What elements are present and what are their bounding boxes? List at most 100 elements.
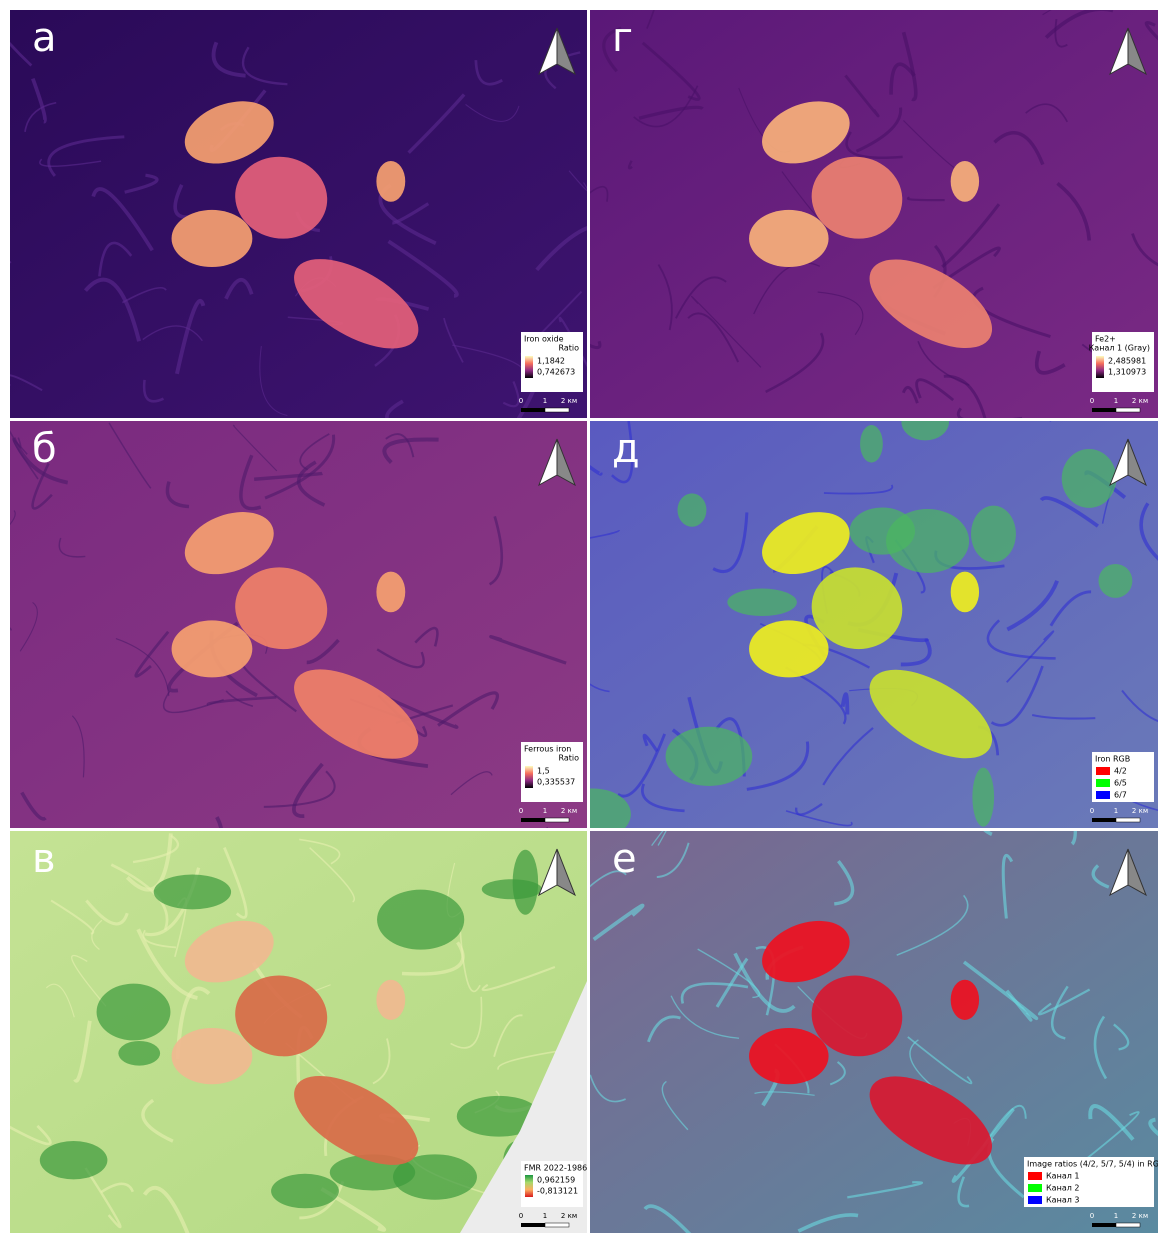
scale-bar (545, 408, 569, 412)
figure: аIron oxideRatio1,18420,742673012 кмгFe2… (0, 0, 1158, 1233)
scale-label: 0 (519, 397, 523, 405)
legend-title: Image ratios (4/2, 5/7, 5/4) in RGB (1027, 1160, 1158, 1169)
mine-area (376, 572, 405, 613)
scale-label: 1 (543, 807, 547, 815)
map-panel (0, 369, 587, 882)
legend-label: Канал 2 (1046, 1184, 1079, 1193)
panel-letter: е (612, 836, 637, 882)
scale-label: 0 (519, 807, 523, 815)
scale-bar (1092, 408, 1116, 412)
scale-label: 1 (543, 397, 547, 405)
scale-label: 1 (1114, 807, 1118, 815)
vegetation-patch (377, 890, 464, 950)
legend-swatch (1096, 779, 1110, 787)
terrain-texture (0, 262, 11, 288)
page: аIron oxideRatio1,18420,742673012 кмгFe2… (0, 0, 1158, 1233)
scale-label: 0 (1090, 397, 1094, 405)
mine-area (951, 161, 979, 202)
scale-label: 2 км (561, 1212, 577, 1220)
map-panel (0, 799, 587, 1233)
scale-bar (1116, 408, 1140, 412)
vegetation-patch (271, 1174, 339, 1209)
legend-colorbar (525, 766, 533, 788)
vegetation-patch (40, 1141, 108, 1179)
scale-label: 2 км (1132, 397, 1148, 405)
vegetation-patch (727, 589, 797, 616)
legend-label: 6/7 (1114, 791, 1127, 800)
mine-area (749, 620, 829, 677)
mine-area (172, 620, 253, 677)
scale-label: 1 (543, 1212, 547, 1220)
legend-max: 1,5 (537, 767, 550, 776)
panel-letter: г (612, 15, 633, 61)
vegetation-patch (886, 509, 969, 573)
mine-area (749, 1028, 829, 1084)
mine-area (376, 161, 405, 202)
vegetation-patch (1098, 564, 1132, 598)
panel-letter: в (32, 836, 56, 882)
scale-bar (545, 818, 569, 822)
legend-min: -0,813121 (537, 1187, 578, 1196)
map-panel (0, 0, 593, 433)
panel-letter: д (612, 426, 640, 472)
scale-label: 2 км (1132, 807, 1148, 815)
legend-swatch (1096, 767, 1110, 775)
mine-area (749, 210, 829, 267)
mine-area (951, 980, 979, 1020)
vegetation-patch (860, 425, 883, 463)
vegetation-patch (97, 984, 171, 1041)
scale-bar (1092, 818, 1116, 822)
legend-subtitle: Канал 1 (Gray) (1089, 344, 1150, 353)
scale-label: 1 (1114, 1212, 1118, 1220)
scale-bar (1116, 1223, 1140, 1227)
legend-label: 4/2 (1114, 767, 1127, 776)
legend-title: Fe2+ (1095, 335, 1116, 344)
legend-min: 0,335537 (537, 778, 575, 787)
legend-swatch (1028, 1172, 1042, 1180)
legend-colorbar (525, 1175, 533, 1197)
legend-subtitle: Ratio (558, 344, 579, 353)
legend-title: FMR 2022-1986 (524, 1164, 587, 1173)
legend-title: Iron oxide (524, 335, 564, 344)
scale-bar (521, 1223, 545, 1227)
legend-title: Iron RGB (1095, 755, 1130, 764)
vegetation-patch (154, 875, 231, 910)
legend-max: 2,485981 (1108, 357, 1146, 366)
scale-label: 0 (1090, 807, 1094, 815)
legend-label: Канал 1 (1046, 1172, 1079, 1181)
legend-subtitle: Ratio (558, 754, 579, 763)
scale-label: 0 (1090, 1212, 1094, 1220)
mine-area (172, 210, 253, 267)
scale-bar (521, 408, 545, 412)
scale-label: 2 км (1132, 1212, 1148, 1220)
mine-area (951, 572, 979, 613)
legend-swatch (1096, 791, 1110, 799)
legend-label: 6/5 (1114, 779, 1127, 788)
legend-min: 0,742673 (537, 368, 575, 377)
scale-label: 1 (1114, 397, 1118, 405)
vegetation-patch (118, 1041, 160, 1066)
scale-label: 0 (519, 1212, 523, 1220)
scale-label: 2 км (561, 397, 577, 405)
legend-max: 1,1842 (537, 357, 565, 366)
scale-bar (1116, 818, 1140, 822)
legend-min: 1,310973 (1108, 368, 1146, 377)
legend-swatch (1028, 1184, 1042, 1192)
scale-bar (521, 818, 545, 822)
scale-bar (1092, 1223, 1116, 1227)
mine-area (376, 980, 405, 1020)
legend-colorbar (525, 356, 533, 378)
scale-bar (545, 1223, 569, 1227)
panel-letter: а (32, 15, 57, 61)
mine-area (172, 1028, 253, 1084)
map-panel (547, 0, 1158, 444)
vegetation-patch (1062, 449, 1117, 508)
terrain-texture (0, 626, 11, 631)
legend-title: Ferrous iron (524, 745, 571, 754)
vegetation-patch (678, 493, 707, 526)
panel-letter: б (32, 426, 57, 472)
vegetation-patch (513, 850, 538, 915)
vegetation-patch (971, 506, 1016, 563)
scale-label: 2 км (561, 807, 577, 815)
legend-max: 0,962159 (537, 1176, 575, 1185)
